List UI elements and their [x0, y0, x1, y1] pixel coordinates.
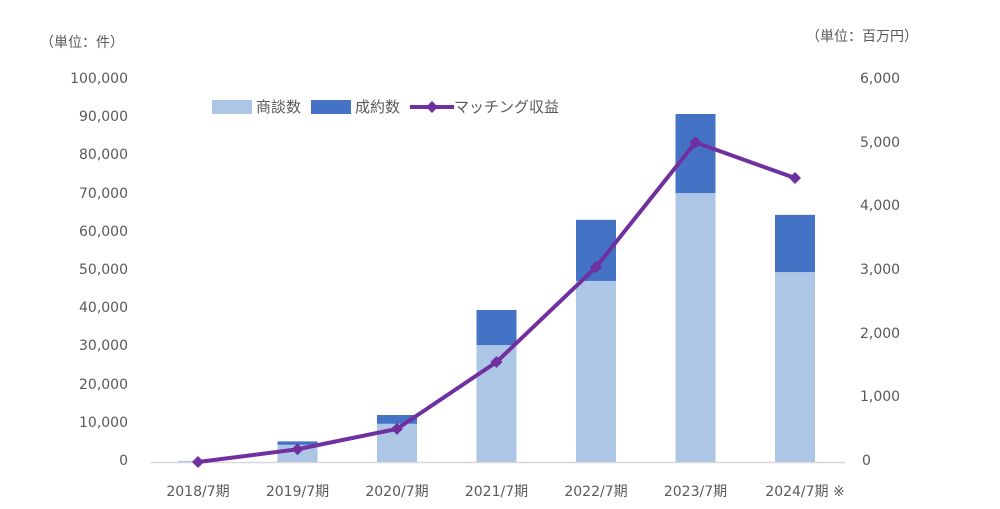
x-axis-label: 2020/7期	[365, 484, 429, 500]
x-axis-label: 2021/7期	[464, 484, 529, 500]
right-axis-tick: 6,000	[860, 71, 901, 87]
x-axis-label: 2024/7期 ※	[765, 484, 845, 500]
legend-label: 成約数	[355, 98, 401, 116]
x-axis-label: 2023/7期	[663, 484, 728, 500]
left-axis-tick: 60,000	[79, 223, 128, 240]
right-axis-tick: 1,000	[860, 389, 901, 406]
bar-contracts	[476, 309, 517, 346]
bar-negotiations	[675, 193, 716, 462]
revenue-marker	[192, 456, 204, 468]
bar-contracts	[775, 214, 815, 273]
left-axis-unit: （単位：件）	[40, 35, 124, 51]
right-axis-tick: 4,000	[860, 198, 901, 215]
revenue-marker	[291, 443, 304, 456]
bar-contracts	[675, 113, 716, 194]
left-axis-tick: 70,000	[79, 185, 128, 202]
right-axis-tick: 3,000	[860, 262, 901, 278]
legend: 商談数 成約数 マッチング収益	[212, 96, 569, 117]
legend-label: 商談数	[256, 98, 302, 116]
bar-negotiations	[576, 280, 616, 462]
right-axis-tick: 5,000	[860, 134, 901, 151]
left-axis-tick: 100,000	[70, 71, 128, 87]
left-axis-tick: 10,000	[79, 414, 128, 431]
legend-item-contracts: 成約数	[311, 96, 400, 117]
revenue-marker	[490, 356, 503, 369]
revenue-marker	[789, 172, 801, 185]
left-axis-tick: 80,000	[79, 147, 128, 164]
legend-item-negotiations: 商談数	[212, 96, 301, 117]
legend-line-diamond-icon	[410, 100, 455, 113]
legend-item-revenue: マッチング収益	[410, 96, 559, 117]
x-axis-label: 2019/7期	[265, 484, 330, 500]
right-axis-tick: 0	[862, 453, 871, 469]
x-axis-label: 2022/7期	[564, 484, 628, 500]
legend-swatch-blue	[311, 99, 352, 114]
legend-swatch-light-blue	[212, 99, 252, 114]
bar-contracts	[277, 441, 318, 445]
x-axis-label: 2018/7期	[166, 484, 230, 500]
left-axis-tick: 0	[119, 453, 128, 469]
left-axis-tick: 40,000	[79, 300, 128, 317]
left-axis-tick: 30,000	[79, 338, 128, 355]
right-axis-tick: 2,000	[860, 325, 901, 342]
legend-label: マッチング収益	[454, 98, 560, 116]
revenue-marker	[689, 136, 702, 149]
bar-negotiations	[775, 272, 815, 462]
left-axis-tick: 20,000	[79, 376, 128, 393]
right-axis-unit: （単位：百万円）	[806, 29, 918, 45]
left-axis-tick: 50,000	[79, 262, 128, 278]
bar-contracts	[377, 415, 417, 424]
revenue-marker	[391, 422, 403, 435]
left-axis-tick: 90,000	[79, 109, 128, 126]
revenue-marker	[590, 261, 602, 274]
